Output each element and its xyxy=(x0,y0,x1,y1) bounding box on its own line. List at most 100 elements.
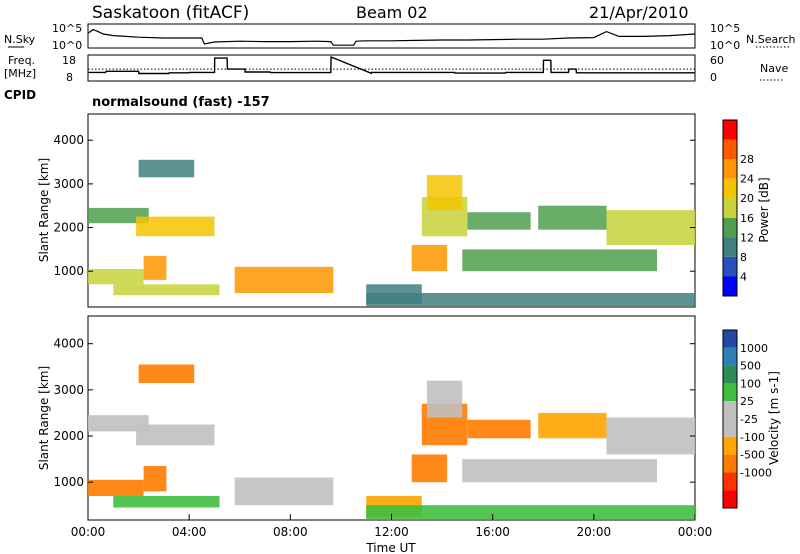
station-title: Saskatoon (fitACF) xyxy=(92,3,249,23)
power-region xyxy=(467,212,531,230)
velocity-colorbar-segment xyxy=(723,436,737,455)
velocity-colorbar-tick: 500 xyxy=(740,360,761,373)
velocity-region xyxy=(234,477,334,506)
velocity-region xyxy=(88,415,149,432)
power-region xyxy=(143,255,167,280)
power-colorbar-frame xyxy=(722,119,738,297)
power-colorbar: Power [dB] 4 8 12 16 20 24 28 xyxy=(722,119,771,297)
velocity-region xyxy=(606,417,695,455)
power-panel: 1000 2000 3000 4000 Slant Range [km] xyxy=(37,113,696,308)
power-ytick-label: 1000 xyxy=(53,264,84,278)
power-colorbar-segment xyxy=(723,256,737,277)
velocity-region xyxy=(143,466,167,492)
velocity-region xyxy=(411,454,448,483)
power-colorbar-tick: 24 xyxy=(740,173,754,186)
noise-sky-label: N.Sky xyxy=(4,33,36,46)
velocity-colorbar-tick: 25 xyxy=(740,395,754,408)
velocity-region xyxy=(467,419,531,439)
power-region xyxy=(411,245,448,272)
cpid-label: CPID xyxy=(4,88,36,102)
velocity-xtick-label: 12:00 xyxy=(374,525,409,539)
power-colorbar-segment xyxy=(723,198,737,218)
velocity-xtick-label: 08:00 xyxy=(273,525,308,539)
power-colorbar-segment xyxy=(723,120,737,140)
velocity-region xyxy=(538,412,607,439)
velocity-ylabel: Slant Range [km] xyxy=(37,366,51,470)
velocity-region xyxy=(138,364,195,383)
velocity-region xyxy=(88,479,144,496)
velocity-colorbar-tick: 100 xyxy=(740,377,761,390)
cpid-value: normalsound (fast) -157 xyxy=(92,95,270,110)
velocity-yticks: 1000 2000 3000 4000 xyxy=(53,337,695,489)
velocity-colorbar-segment xyxy=(723,454,737,473)
power-colorbar-segment xyxy=(723,139,737,160)
power-colorbar-segment xyxy=(723,237,737,257)
velocity-colorbar: Velocity [m s-1] 1000 500 100 25 -25 -100 -500… xyxy=(722,329,781,509)
power-colorbar-tick: 28 xyxy=(740,153,754,166)
power-region xyxy=(462,249,657,272)
power-colorbar-segment xyxy=(723,178,737,199)
freq-left-tick-top: 18 xyxy=(62,54,76,67)
velocity-xticks: 00:00 04:00 08:00 12:00 16:00 20:00 00:00 xyxy=(71,514,712,539)
noise-right-tick-top: 10^5 xyxy=(710,22,740,35)
power-region xyxy=(88,269,144,285)
noise-left-tick-top: 10^5 xyxy=(52,22,82,35)
velocity-xtick-label: 04:00 xyxy=(172,525,207,539)
power-colorbar-tick: 16 xyxy=(740,212,754,225)
velocity-colorbar-label: Velocity [m s-1] xyxy=(767,371,781,465)
power-region xyxy=(138,159,195,178)
power-data-layer xyxy=(88,159,695,307)
velocity-colorbar-segment xyxy=(723,401,737,419)
velocity-ytick-label: 1000 xyxy=(53,475,84,489)
power-ytick-label: 4000 xyxy=(53,133,84,147)
freq-label-2: [MHz] xyxy=(4,67,36,80)
power-colorbar-tick: 8 xyxy=(740,251,747,264)
velocity-ytick-label: 4000 xyxy=(53,337,84,351)
velocity-panel: 1000 2000 3000 4000 00:00 04:00 08:00 12:00 16:… xyxy=(37,315,712,554)
power-region xyxy=(538,205,607,230)
power-region xyxy=(366,293,695,307)
power-colorbar-segment xyxy=(723,217,737,238)
power-ytick-label: 3000 xyxy=(53,177,84,191)
velocity-region xyxy=(366,505,695,519)
power-region xyxy=(136,216,215,237)
noise-search-label: N.Search xyxy=(746,33,796,46)
time-ut-label: Time UT xyxy=(365,541,416,554)
power-colorbar-tick: 20 xyxy=(740,192,754,205)
velocity-region xyxy=(462,459,657,483)
power-region xyxy=(426,175,463,210)
velocity-region xyxy=(113,496,220,508)
frequency-panel: Freq. [MHz] 18 8 60 0 Nave CPID normalso… xyxy=(4,54,788,110)
velocity-xtick-label: 20:00 xyxy=(577,525,612,539)
freq-right-tick-top: 60 xyxy=(710,54,724,67)
velocity-colorbar-segment xyxy=(723,419,737,437)
velocity-colorbar-segment xyxy=(723,472,737,491)
date-label: 21/Apr/2010 xyxy=(589,3,689,22)
power-region xyxy=(88,207,149,224)
velocity-colorbar-tick: -100 xyxy=(740,431,765,444)
velocity-ytick-label: 2000 xyxy=(53,429,84,443)
velocity-colorbar-tick: 1000 xyxy=(740,342,768,355)
freq-right-tick-bottom: 0 xyxy=(710,71,717,84)
velocity-colorbar-tick: -500 xyxy=(740,449,765,462)
frequency-panel-frame xyxy=(87,54,696,82)
power-colorbar-segment xyxy=(723,276,737,296)
power-colorbar-label: Power [dB] xyxy=(757,177,771,242)
freq-left-tick-bottom: 8 xyxy=(66,71,73,84)
frequency-line xyxy=(88,55,695,75)
velocity-colorbar-frame xyxy=(722,329,738,509)
velocity-xtick-label: 16:00 xyxy=(475,525,510,539)
velocity-colorbar-tick: -25 xyxy=(740,413,758,426)
velocity-colorbar-segment xyxy=(723,365,737,384)
noise-panel: N.Sky 10^5 10^0 10^5 10^0 N.Search xyxy=(4,22,796,52)
velocity-colorbar-tick: -1000 xyxy=(740,466,772,479)
freq-label-1: Freq. xyxy=(8,54,35,67)
power-region xyxy=(606,210,695,245)
power-ytick-label: 2000 xyxy=(53,221,84,235)
nave-label: Nave xyxy=(760,62,788,75)
velocity-region xyxy=(426,380,463,418)
velocity-xtick-label: 00:00 xyxy=(71,525,106,539)
power-region xyxy=(234,266,334,293)
velocity-colorbar-segment xyxy=(723,347,737,366)
